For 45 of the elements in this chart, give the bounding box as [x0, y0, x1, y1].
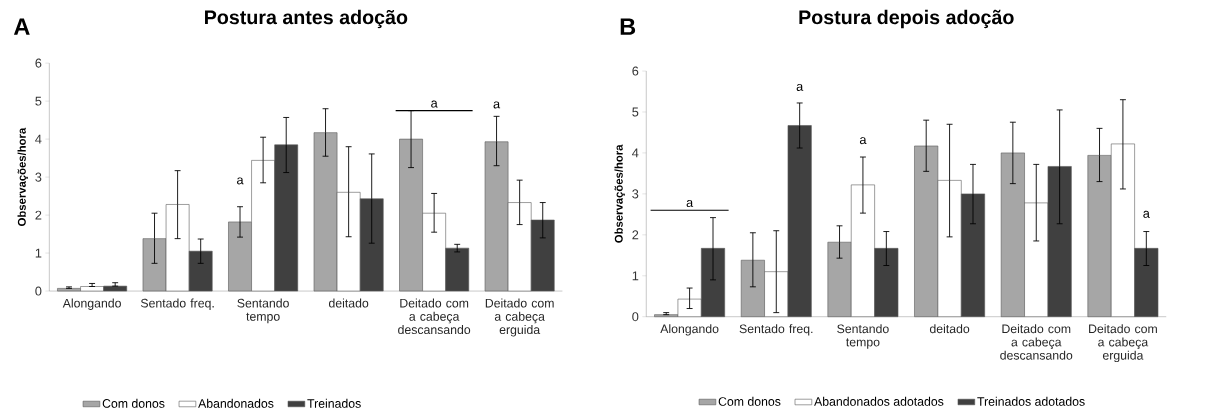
chart-title: Postura antes adoção: [205, 9, 408, 29]
y-tick-label: 2: [35, 210, 42, 220]
annotation: a: [686, 199, 694, 207]
x-tick-label: Sentado freq.: [739, 324, 813, 336]
text: B: [620, 18, 636, 35]
x-tick-label: Sentando tempo: [837, 324, 889, 349]
x-tick-label: deitado: [929, 324, 970, 334]
annotation: a: [431, 100, 438, 108]
x-tick-label: deitado: [328, 298, 369, 308]
legend-label: Treinados adotados: [977, 396, 1085, 406]
x-tick-label: Alongando: [62, 298, 121, 310]
y-tick-label: 1: [35, 248, 42, 258]
x-tick-label: Alongando: [660, 324, 719, 336]
y-tick-label: 4: [35, 134, 42, 144]
y-axis-title: Observações/hora: [614, 144, 625, 243]
y-tick-label: 5: [35, 96, 42, 106]
y-tick-label: 3: [35, 172, 42, 182]
x-tick-label: Deitado com a cabeça descansando: [1000, 324, 1073, 360]
y-tick-label: 6: [632, 66, 639, 76]
chart-title: Postura depois adoção: [799, 9, 1014, 29]
text: A: [13, 18, 30, 35]
annotation: a: [796, 83, 804, 91]
legend-label: Com donos: [102, 398, 165, 408]
x-tick-label: Sentado freq.: [140, 298, 214, 310]
legend-label: Com donos: [718, 396, 781, 406]
x-tick-label: Deitado com a cabeça erguida: [1089, 324, 1157, 363]
annotation: a: [859, 137, 867, 145]
annotation: a: [1143, 210, 1150, 218]
y-tick-label: 3: [632, 189, 639, 199]
y-tick-label: 5: [632, 107, 639, 117]
y-tick-label: 4: [632, 148, 639, 158]
x-tick-label: Sentando tempo: [237, 298, 289, 324]
y-axis-title: Observações/hora: [17, 127, 29, 226]
y-tick-label: 1: [632, 271, 639, 281]
annotation: a: [493, 101, 501, 109]
x-tick-label: Deitado com a cabeça erguida: [485, 298, 554, 337]
y-tick-label: 6: [35, 58, 42, 68]
y-tick-label: 0: [35, 286, 42, 296]
annotation: a: [237, 177, 244, 185]
legend-label: Treinados: [307, 398, 361, 408]
legend-label: Abandonados: [198, 398, 274, 408]
y-tick-label: 2: [632, 230, 639, 240]
x-tick-label: Deitado com a cabeça descansando: [398, 298, 471, 334]
legend-label: Abandonados adotados: [814, 396, 944, 406]
y-tick-label: 0: [632, 312, 639, 322]
